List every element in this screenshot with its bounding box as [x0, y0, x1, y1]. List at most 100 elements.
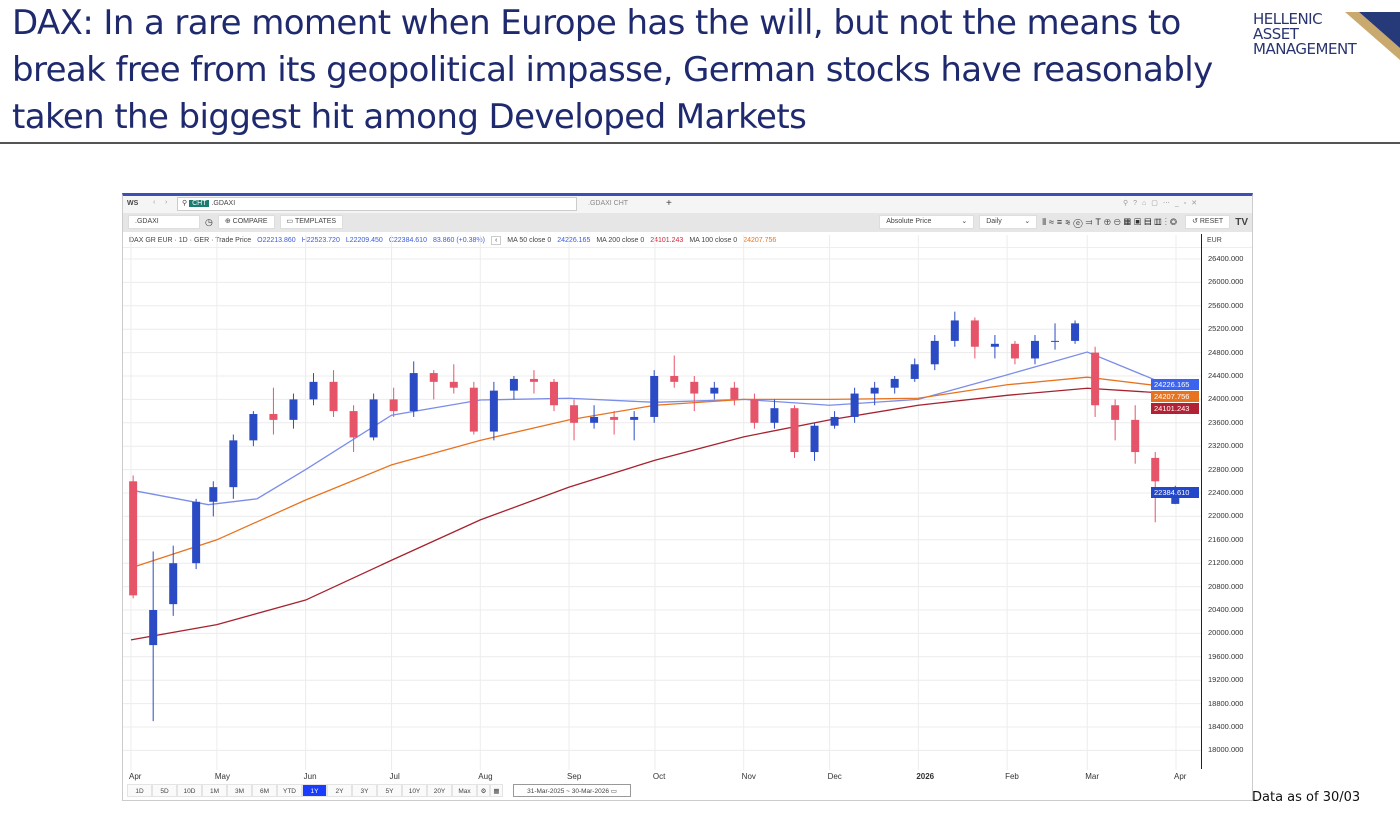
templates-button[interactable]: ▭ TEMPLATES — [279, 215, 344, 229]
date-range-input[interactable]: 31-Mar-2025 ~ 30-Mar-2026 ▭ — [513, 784, 631, 797]
candle-body — [1131, 419, 1140, 453]
currency-dropdown[interactable]: EUR — [1207, 237, 1222, 244]
range-button-10d[interactable]: 10D — [177, 784, 202, 797]
price-badge: 24226.165 — [1151, 379, 1199, 391]
candle-body — [1151, 457, 1160, 482]
tab-chart[interactable]: .GDAXI CHT — [588, 200, 629, 207]
range-button-10y[interactable]: 10Y — [402, 784, 427, 797]
candle-body — [610, 416, 619, 420]
candle-body — [930, 340, 939, 365]
reset-button[interactable]: ↺ RESET — [1185, 215, 1231, 229]
candle-body — [670, 376, 679, 382]
chevron-down-icon: ⌄ — [961, 218, 968, 225]
open-value: O22213.860 — [257, 237, 296, 244]
chart-tools-icons[interactable]: ⫴≈≡≋ⓔ⫤T⊕⊖▦▣▤▥⋮◎ — [1042, 216, 1181, 227]
y-tick-label: 24400.000 — [1208, 371, 1244, 380]
y-tick-label: 20000.000 — [1208, 628, 1244, 638]
y-tick-label: 20800.000 — [1208, 581, 1244, 591]
candle-body — [549, 381, 558, 406]
interval-dropdown[interactable]: Daily ⌄ — [979, 215, 1038, 229]
cht-tag: CHT — [189, 200, 210, 207]
instrument-label: DAX GR EUR · 1D · GER · Trade Price — [129, 237, 252, 244]
candle-body — [830, 416, 839, 426]
ma100-value: 24207.756 — [743, 237, 777, 244]
candle-body — [1091, 352, 1100, 406]
y-tick-label: 24000.000 — [1208, 394, 1244, 404]
date-range-value: 31-Mar-2025 ~ 30-Mar-2026 — [527, 788, 609, 795]
candle-body — [249, 414, 258, 441]
candle-body — [289, 399, 298, 420]
candle-body — [429, 373, 438, 382]
candle-body — [509, 378, 518, 391]
price-mode-dropdown[interactable]: Absolute Price ⌄ — [879, 215, 975, 229]
range-button-max[interactable]: Max — [452, 784, 477, 797]
new-tab-button[interactable]: + — [666, 198, 672, 209]
price-badge: 24101.243 — [1151, 403, 1199, 415]
y-tick-label: 23600.000 — [1208, 417, 1244, 427]
candle-body — [1171, 493, 1180, 504]
candle-body — [630, 416, 639, 420]
logo-line: MANAGEMENT — [1253, 40, 1357, 58]
candle-body — [770, 408, 779, 423]
range-button-5d[interactable]: 5D — [152, 784, 177, 797]
candle-body — [890, 378, 899, 388]
range-button-1d[interactable]: 1D — [127, 784, 152, 797]
workspace-menu[interactable]: WS — [127, 200, 139, 207]
candle-body — [369, 399, 378, 438]
candle-body — [1111, 405, 1120, 420]
range-button-5y[interactable]: 5Y — [377, 784, 402, 797]
y-tick-label: 20400.000 — [1208, 605, 1244, 614]
ticker-input[interactable]: .GDAXI — [128, 215, 200, 229]
back-arrow-icon[interactable]: ‹ — [153, 199, 156, 206]
candle-body — [449, 381, 458, 388]
range-button-1m[interactable]: 1M — [202, 784, 227, 797]
range-button-2y[interactable]: 2Y — [327, 784, 352, 797]
change-value: 83.860 (+0.38%) — [432, 237, 485, 244]
range-button-ytd[interactable]: YTD — [277, 784, 302, 797]
x-tick-label: Feb — [1005, 772, 1019, 781]
compare-button[interactable]: ⊕ COMPARE — [217, 215, 275, 229]
command-search-input[interactable]: ⚲ CHT .GDAXI — [177, 197, 577, 211]
top-bar: WS ‹ › ⚲ CHT .GDAXI .GDAXI CHT + ⚲?⌂▢⋯_▫… — [123, 196, 1252, 213]
collapse-legend-button[interactable]: ‹ — [490, 236, 502, 245]
range-button-3m[interactable]: 3M — [227, 784, 252, 797]
chart-legend: DAX GR EUR · 1D · GER · Trade Price O222… — [129, 236, 776, 245]
forward-arrow-icon[interactable]: › — [165, 199, 168, 206]
candle-body — [570, 405, 579, 423]
x-tick-label: Dec — [827, 772, 842, 781]
candle-body — [590, 416, 599, 423]
range-button-1y[interactable]: 1Y — [302, 784, 327, 797]
y-tick-label: 18000.000 — [1208, 745, 1244, 755]
candle-body — [730, 387, 739, 400]
range-button-6m[interactable]: 6M — [252, 784, 277, 797]
range-button-20y[interactable]: 20Y — [427, 784, 452, 797]
chart-toolbar: .GDAXI ◷ ⊕ COMPARE ▭ TEMPLATES Absolute … — [123, 213, 1252, 232]
y-tick-label: 24800.000 — [1208, 347, 1244, 357]
ma100-label: MA 100 close 0 — [689, 237, 738, 244]
range-button-3y[interactable]: 3Y — [352, 784, 377, 797]
candle-body — [950, 320, 959, 341]
candle-body — [1010, 343, 1019, 359]
candle-body — [790, 408, 799, 453]
candle-body — [650, 376, 659, 417]
settings-icon[interactable]: ⚙ — [477, 784, 490, 797]
ma50-label: MA 50 close 0 — [507, 237, 552, 244]
calendar-grid-icon[interactable]: ▦ — [490, 784, 503, 797]
candle-body — [910, 364, 919, 379]
candle-body — [970, 320, 979, 347]
window-controls-icon[interactable]: ⚲?⌂▢⋯_▫✕ — [1123, 200, 1203, 207]
logo-line: ASSET — [1253, 25, 1299, 43]
price-chart[interactable] — [123, 235, 1201, 770]
clock-icon[interactable]: ◷ — [205, 216, 213, 227]
candle-body — [129, 481, 138, 596]
candle-body — [269, 414, 278, 420]
y-tick-label: 22800.000 — [1208, 464, 1244, 474]
interval-value: Daily — [986, 218, 1002, 225]
search-value: .GDAXI — [211, 200, 236, 207]
chart-legend-bar: DAX GR EUR · 1D · GER · Trade Price O222… — [123, 234, 1252, 248]
price-axis[interactable]: 26400.000 26000.000 25600.000 25200.000 2480… — [1151, 234, 1253, 769]
folder-icon: ▭ — [286, 218, 295, 225]
candle-body — [409, 373, 418, 412]
y-tick-label: 22000.000 — [1208, 511, 1244, 521]
y-tick-label: 22400.000 — [1208, 488, 1244, 497]
